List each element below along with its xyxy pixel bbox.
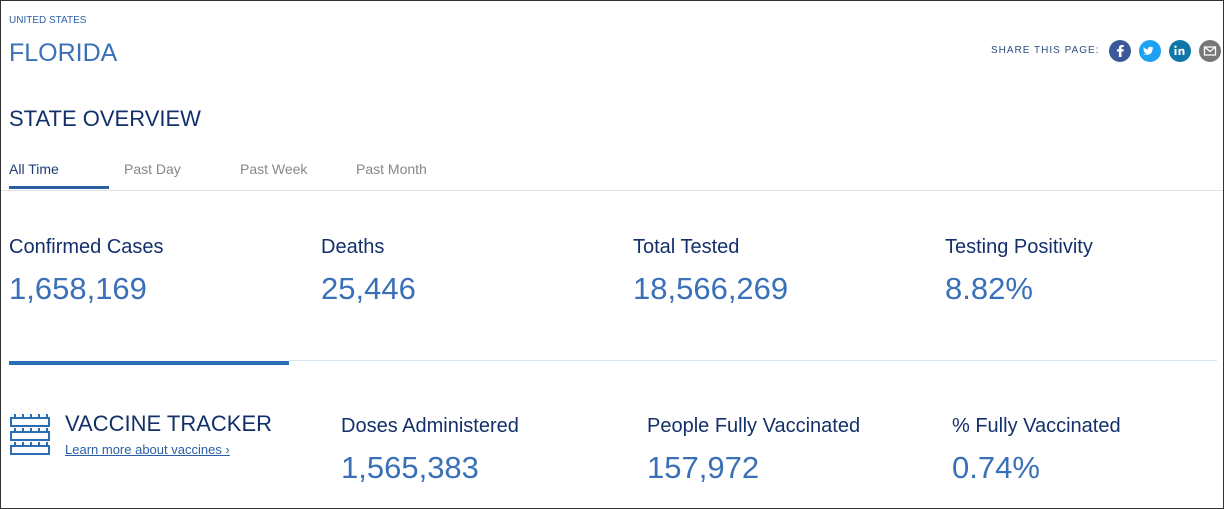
- tab[interactable]: All Time: [9, 161, 59, 177]
- stat-value: 1,658,169: [9, 271, 147, 306]
- tab[interactable]: Past Month: [356, 161, 427, 177]
- section-title: STATE OVERVIEW: [9, 106, 201, 131]
- breadcrumb[interactable]: UNITED STATES: [9, 15, 87, 26]
- stat-label: Total Tested: [633, 236, 740, 258]
- stat-label: Testing Positivity: [945, 236, 1093, 258]
- vaccine-link[interactable]: Learn more about vaccines ›: [65, 442, 230, 457]
- stat-label: Confirmed Cases: [9, 236, 164, 258]
- twitter-icon[interactable]: [1139, 40, 1161, 62]
- vaccine-stat-label: People Fully Vaccinated: [647, 415, 861, 437]
- tab[interactable]: Past Day: [124, 161, 181, 177]
- active-tab-underline: [9, 186, 109, 189]
- section-accent: [9, 361, 289, 365]
- share-label: SHARE THIS PAGE:: [991, 45, 1100, 56]
- section-divider: [289, 360, 1217, 361]
- vaccine-stat-value: 157,972: [647, 450, 760, 485]
- vaccine-title: VACCINE TRACKER: [65, 411, 273, 436]
- stat-value: 8.82%: [945, 271, 1033, 306]
- tab-divider: [1, 190, 1223, 191]
- stat-value: 18,566,269: [633, 271, 789, 306]
- linkedin-icon[interactable]: [1169, 40, 1191, 62]
- facebook-icon[interactable]: [1109, 40, 1131, 62]
- vaccine-stat-label: % Fully Vaccinated: [952, 415, 1121, 437]
- vaccine-stat-value: 0.74%: [952, 450, 1040, 485]
- vaccine-stat-value: 1,565,383: [341, 450, 479, 485]
- email-icon[interactable]: [1199, 40, 1221, 62]
- share-icons: [1109, 40, 1221, 62]
- tab[interactable]: Past Week: [240, 161, 308, 177]
- stat-label: Deaths: [321, 236, 385, 258]
- vaccine-stat-label: Doses Administered: [341, 415, 519, 437]
- vaccine-icon: [10, 414, 50, 455]
- state-name: FLORIDA: [9, 39, 118, 67]
- stat-value: 25,446: [321, 271, 416, 306]
